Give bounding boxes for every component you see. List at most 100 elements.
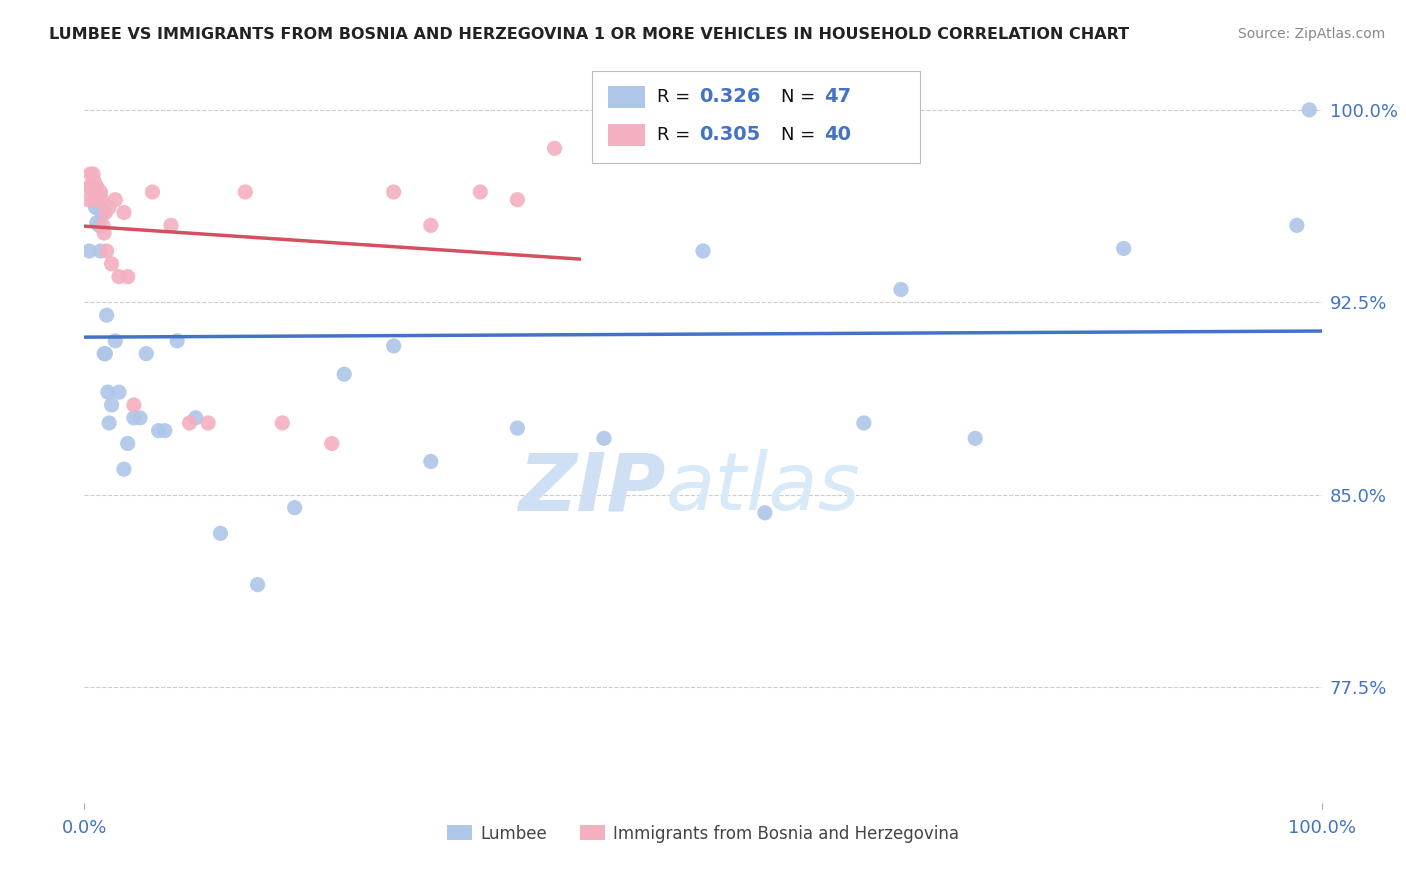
Point xyxy=(89,185,111,199)
Point xyxy=(83,179,105,194)
Point xyxy=(84,193,107,207)
Text: R =: R = xyxy=(657,126,696,144)
Point xyxy=(160,219,183,233)
Point xyxy=(153,424,176,438)
Point xyxy=(79,179,101,194)
Point xyxy=(94,346,117,360)
Point xyxy=(419,219,441,233)
Point xyxy=(135,346,157,360)
Point xyxy=(96,244,118,258)
Point xyxy=(82,179,104,194)
Point xyxy=(179,416,201,430)
Point xyxy=(333,368,356,382)
Point xyxy=(506,193,529,207)
Point xyxy=(83,175,105,189)
Text: N =: N = xyxy=(780,88,821,106)
Point xyxy=(104,193,127,207)
Point xyxy=(87,193,110,207)
Text: atlas: atlas xyxy=(666,450,860,527)
Point xyxy=(129,410,152,425)
Point xyxy=(1298,103,1320,117)
Point xyxy=(82,179,104,194)
Point xyxy=(209,526,232,541)
Point xyxy=(93,346,115,360)
Point xyxy=(382,339,405,353)
Point xyxy=(94,205,117,219)
Text: 0.305: 0.305 xyxy=(699,126,761,145)
Text: 0.326: 0.326 xyxy=(699,87,761,106)
Point xyxy=(86,179,108,194)
Point xyxy=(82,167,104,181)
Point xyxy=(197,416,219,430)
Point xyxy=(506,421,529,435)
Point xyxy=(80,179,103,194)
Point xyxy=(86,193,108,207)
Point xyxy=(965,431,987,445)
Point xyxy=(184,410,207,425)
Point xyxy=(692,244,714,258)
Point xyxy=(79,167,101,181)
Point xyxy=(86,216,108,230)
Point xyxy=(271,416,294,430)
Point xyxy=(87,193,110,207)
Point xyxy=(89,185,111,199)
Point xyxy=(419,454,441,468)
Text: 40: 40 xyxy=(824,126,851,145)
Point xyxy=(89,244,111,258)
Point xyxy=(79,179,101,194)
Point xyxy=(890,283,912,297)
Text: LUMBEE VS IMMIGRANTS FROM BOSNIA AND HERZEGOVINA 1 OR MORE VEHICLES IN HOUSEHOLD: LUMBEE VS IMMIGRANTS FROM BOSNIA AND HER… xyxy=(49,27,1129,42)
Point xyxy=(79,244,101,258)
Point xyxy=(166,334,188,348)
Point xyxy=(80,179,103,194)
Text: 47: 47 xyxy=(824,87,852,106)
Point xyxy=(89,219,111,233)
Point xyxy=(117,269,139,284)
FancyBboxPatch shape xyxy=(592,71,920,163)
Point xyxy=(117,436,139,450)
Bar xyxy=(607,124,645,146)
Point xyxy=(80,179,103,194)
Legend: Lumbee, Immigrants from Bosnia and Herzegovina: Lumbee, Immigrants from Bosnia and Herze… xyxy=(440,818,966,849)
Point xyxy=(122,398,145,412)
Point xyxy=(284,500,307,515)
Point xyxy=(148,424,170,438)
Point xyxy=(84,200,107,214)
Point xyxy=(91,205,114,219)
Point xyxy=(543,141,565,155)
Point xyxy=(98,200,121,214)
Point xyxy=(77,193,100,207)
Point xyxy=(86,200,108,214)
Point xyxy=(91,219,114,233)
Point xyxy=(108,269,131,284)
Point xyxy=(98,416,121,430)
Point xyxy=(84,179,107,194)
Text: Source: ZipAtlas.com: Source: ZipAtlas.com xyxy=(1237,27,1385,41)
Point xyxy=(112,462,135,476)
Text: ZIP: ZIP xyxy=(519,450,666,527)
Point xyxy=(754,506,776,520)
Point xyxy=(1285,219,1308,233)
Point xyxy=(90,193,112,207)
Point xyxy=(470,185,492,199)
Text: N =: N = xyxy=(780,126,821,144)
Point xyxy=(122,410,145,425)
Point xyxy=(82,179,104,194)
Point xyxy=(90,205,112,219)
Point xyxy=(97,385,120,400)
Point xyxy=(100,398,122,412)
Point xyxy=(382,185,405,199)
Point xyxy=(104,334,127,348)
Text: R =: R = xyxy=(657,88,696,106)
Point xyxy=(100,257,122,271)
Point xyxy=(593,431,616,445)
Point xyxy=(112,205,135,219)
Point xyxy=(108,385,131,400)
Point xyxy=(1112,242,1135,256)
Point xyxy=(141,185,163,199)
Point xyxy=(96,308,118,322)
Point xyxy=(93,226,115,240)
Point xyxy=(246,577,269,591)
Point xyxy=(83,193,105,207)
Point xyxy=(321,436,343,450)
